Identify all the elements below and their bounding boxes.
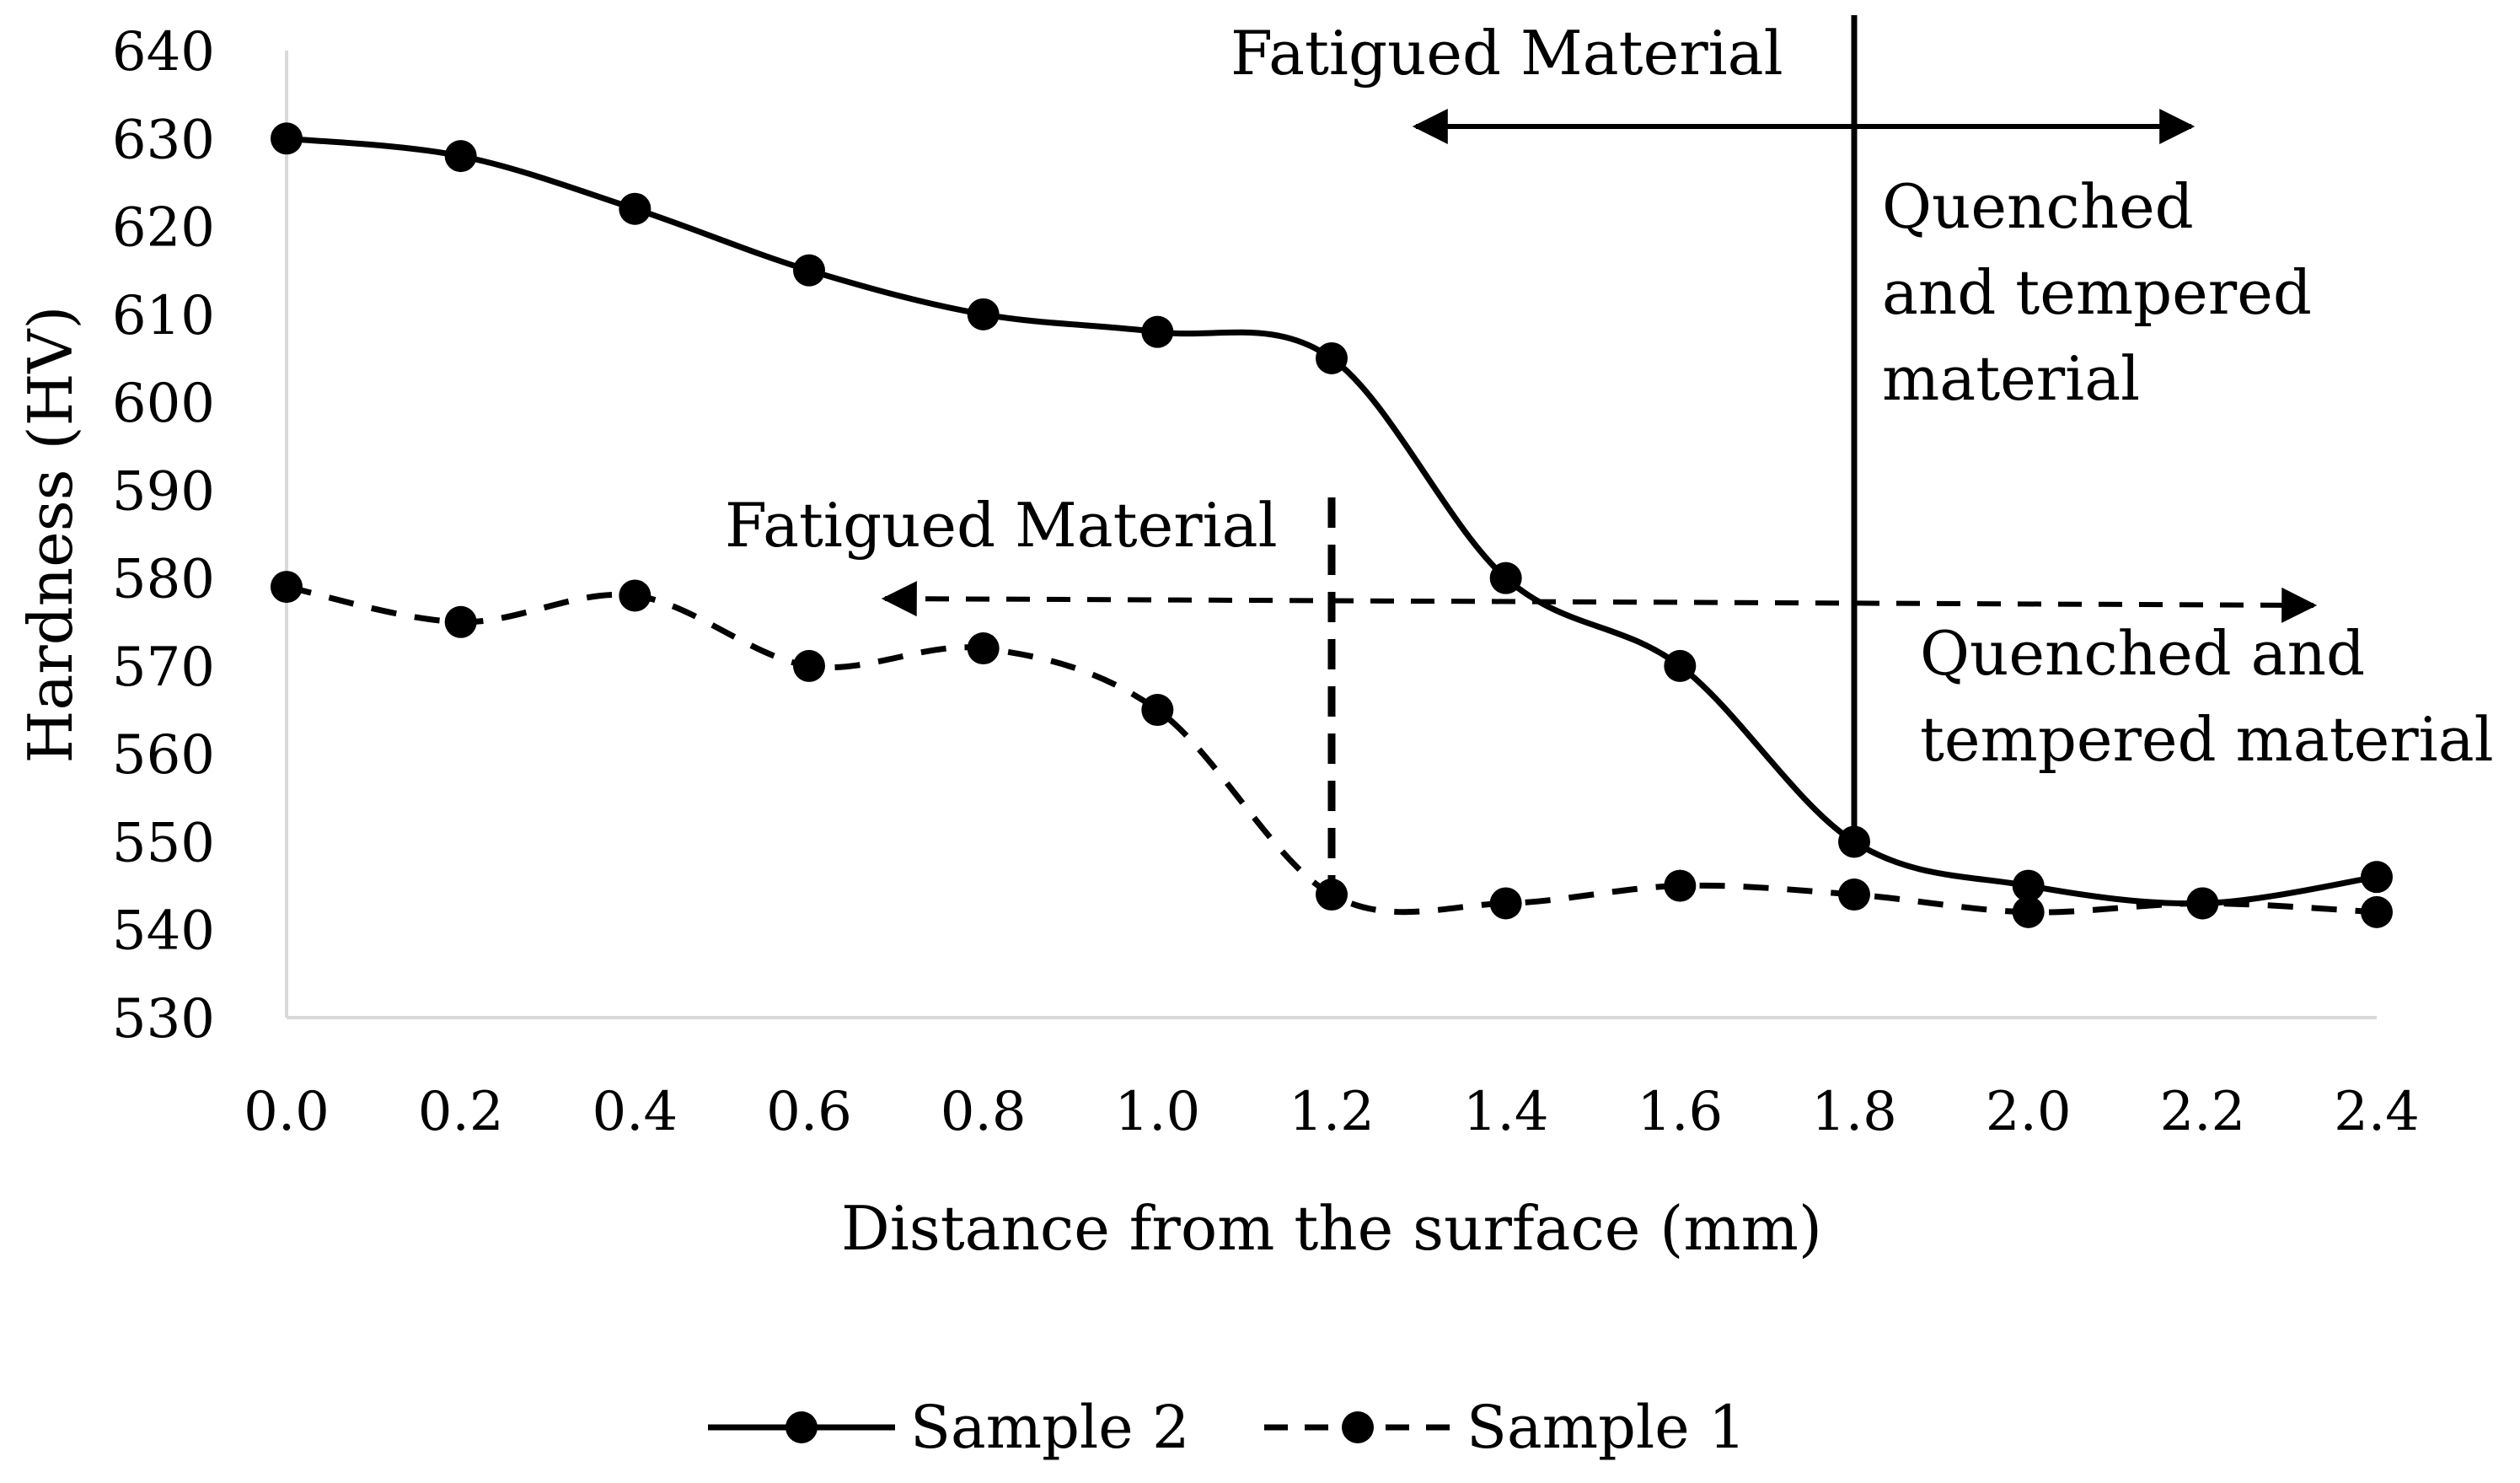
data-point-sample-2 xyxy=(1316,341,1348,374)
data-point-sample-2 xyxy=(1141,315,1174,348)
x-tick-label: 0.8 xyxy=(941,1081,1027,1143)
annotations: Fatigued Material Quenched and tempered mat… xyxy=(725,15,2494,895)
y-axis-title: Hardness (HV) xyxy=(15,306,86,764)
data-point-sample-2 xyxy=(967,298,1000,330)
data-point-sample-1 xyxy=(2361,895,2393,928)
y-tick-label: 530 xyxy=(112,988,215,1050)
y-tick-label: 570 xyxy=(112,637,215,699)
data-point-sample-1 xyxy=(1489,887,1522,920)
annotation-label-quenched-2: and tempered xyxy=(1882,257,2312,328)
x-tick-label: 1.0 xyxy=(1114,1081,1200,1143)
x-tick-label: 1.4 xyxy=(1463,1081,1549,1143)
x-tick-label: 0.4 xyxy=(592,1081,678,1143)
annotation-label-quenched-2: Quenched xyxy=(1882,171,2194,242)
data-point-sample-1 xyxy=(619,579,651,612)
annotation-label-quenched-1: Quenched and xyxy=(1920,618,2365,689)
y-tick-label: 600 xyxy=(112,373,215,435)
arrow-sample-1 xyxy=(881,581,2318,623)
x-axis-title: Distance from the surface (mm) xyxy=(841,1193,1822,1264)
y-tick-label: 580 xyxy=(112,549,215,611)
x-tick-label: 1.8 xyxy=(1811,1081,1897,1143)
data-point-sample-2 xyxy=(2361,861,2393,894)
data-point-sample-2 xyxy=(2012,869,2045,902)
y-tick-label: 620 xyxy=(112,197,215,260)
data-point-sample-1 xyxy=(1141,694,1174,727)
y-tick-label: 540 xyxy=(112,900,215,963)
annotation-label-quenched-1: tempered material xyxy=(1920,704,2494,775)
x-tick-labels: 0.0 0.2 0.4 0.6 0.8 1.0 1.2 1.4 1.6 1.8 2.0 2.2 2.4 xyxy=(244,1081,2420,1143)
legend-marker-sample-1 xyxy=(1342,1411,1374,1443)
data-point-sample-2 xyxy=(793,254,825,287)
x-tick-label: 0.6 xyxy=(766,1081,852,1143)
data-point-sample-1 xyxy=(1664,869,1697,902)
y-tick-labels: 530 540 550 560 570 580 590 600 610 620 630 640 xyxy=(112,21,215,1050)
x-tick-label: 2.4 xyxy=(2334,1081,2420,1143)
data-point-sample-2 xyxy=(271,122,303,155)
data-point-sample-2 xyxy=(1489,561,1522,594)
data-point-sample-1 xyxy=(967,632,1000,665)
y-tick-label: 610 xyxy=(112,285,215,347)
x-tick-label: 0.2 xyxy=(418,1081,504,1143)
data-point-sample-1 xyxy=(2012,895,2045,928)
data-point-sample-1 xyxy=(444,605,477,638)
axes xyxy=(285,51,2377,1019)
y-tick-label: 590 xyxy=(112,460,215,523)
y-tick-label: 550 xyxy=(112,812,215,874)
data-point-sample-2 xyxy=(444,140,477,173)
x-tick-label: 1.2 xyxy=(1289,1081,1375,1143)
legend-marker-sample-2 xyxy=(785,1411,818,1443)
series-layer xyxy=(271,122,2393,928)
annotation-label-quenched-2: material xyxy=(1882,343,2140,414)
y-tick-label: 630 xyxy=(112,109,215,171)
x-tick-label: 0.0 xyxy=(244,1081,330,1143)
x-tick-label: 2.0 xyxy=(1986,1081,2072,1143)
y-tick-label: 560 xyxy=(112,724,215,787)
legend: Sample 2 Sample 1 xyxy=(708,1393,1745,1462)
data-point-sample-1 xyxy=(271,571,303,604)
data-point-sample-1 xyxy=(1838,879,1870,911)
series-sample-1 xyxy=(271,571,2393,928)
y-tick-label: 640 xyxy=(112,21,215,83)
x-tick-label: 1.6 xyxy=(1637,1081,1723,1143)
annotation-label-fatigued-2: Fatigued Material xyxy=(1231,18,1783,89)
data-point-sample-2 xyxy=(619,192,651,225)
legend-label-sample-2: Sample 2 xyxy=(910,1393,1189,1462)
data-point-sample-2 xyxy=(1664,649,1697,682)
legend-label-sample-1: Sample 1 xyxy=(1466,1393,1745,1462)
annotation-label-fatigued-1: Fatigued Material xyxy=(725,490,1278,561)
data-point-sample-1 xyxy=(2186,887,2219,920)
x-tick-label: 2.2 xyxy=(2159,1081,2245,1143)
data-point-sample-1 xyxy=(793,649,825,682)
